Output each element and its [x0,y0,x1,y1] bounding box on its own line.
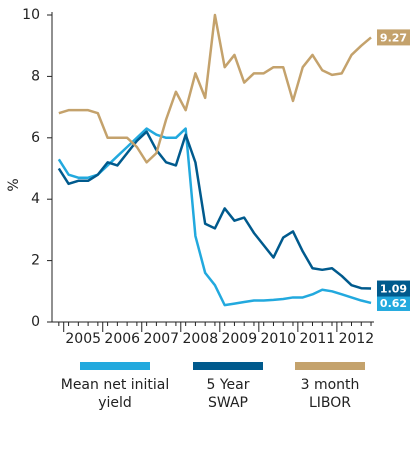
x-tick-label: 2007 [143,331,179,347]
legend-label: 5 Year SWAP [206,377,250,411]
legend-label: 3 month LIBOR [300,377,360,411]
legend-item: 5 Year SWAP [188,362,268,412]
x-tick-label: 2005 [65,331,101,347]
x-tick-label: 2010 [261,331,297,347]
y-tick-label: 8 [31,68,40,84]
x-tick-label: 2011 [300,331,336,347]
x-tick-label: 2012 [339,331,375,347]
value-label-box [377,280,410,297]
legend-swatch [80,362,150,370]
y-tick-label: 10 [22,7,40,23]
y-tick-label: 4 [31,191,40,207]
chart: % 0 2 4 6 8 10 2005 2006 2007 2008 2009 2010 2011 201… [6,7,410,347]
legend-item: 3 month LIBOR [285,362,375,412]
x-tick-label: 2006 [104,331,140,347]
series-line [58,13,372,164]
value-label: 0.62 [380,297,407,310]
x-tick-label: 2008 [182,331,218,347]
legend-item: Mean net initial yield [60,362,170,412]
y-tick-label: 0 [31,314,40,330]
y-tick-label: 6 [31,130,40,146]
series-line [57,130,372,290]
value-label-box [377,294,410,311]
value-label-box [377,29,410,46]
legend-label: Mean net initial yield [60,377,170,411]
value-label: 1.09 [380,283,407,296]
x-tick-label: 2009 [221,331,257,347]
value-label: 9.27 [380,31,407,44]
series-line [57,127,372,307]
legend-swatch [193,362,263,370]
legend-swatch [295,362,365,370]
y-tick-label: 2 [31,253,40,269]
y-axis-label: % [6,178,22,191]
